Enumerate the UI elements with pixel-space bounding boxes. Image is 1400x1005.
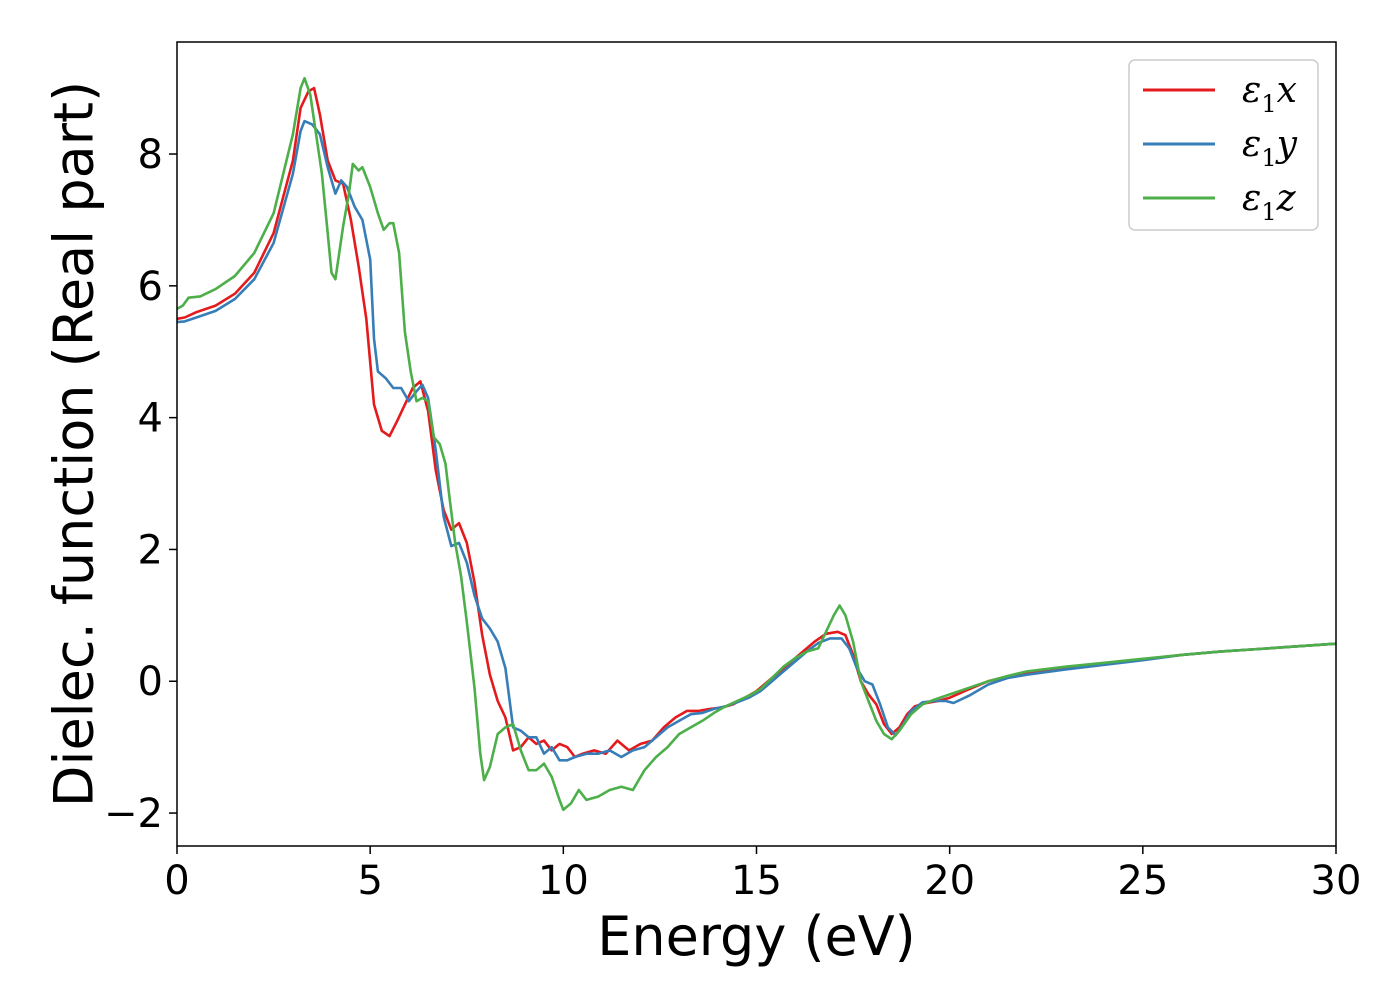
legend-items: ε1x ε1y ε1z: [1143, 70, 1298, 226]
x-tick-label: 30: [1311, 858, 1362, 904]
y-tick-label: 8: [138, 132, 163, 178]
x-tick-label: 20: [924, 858, 975, 904]
legend-label: ε1x: [1242, 70, 1297, 118]
y-tick-label: 6: [138, 264, 163, 310]
y-tick-label: −2: [104, 791, 163, 837]
y-tick-label: 4: [138, 396, 163, 442]
legend-label: ε1y: [1242, 124, 1298, 172]
x-tick-label: 15: [731, 858, 782, 904]
y-axis-label: Dielec. function (Real part): [43, 81, 106, 807]
x-tick-label: 25: [1117, 858, 1168, 904]
legend-box: [1128, 59, 1319, 231]
x-tick-label: 0: [164, 858, 189, 904]
y-tick-label: 0: [138, 659, 163, 705]
series-layer: [177, 76, 1336, 812]
series-line-3: [177, 76, 1336, 812]
series-line-2: [177, 119, 1336, 762]
legend-label: ε1z: [1242, 178, 1297, 226]
x-axis-label: Energy (eV): [597, 905, 916, 968]
y-tick-label: 2: [138, 527, 163, 573]
x-tick-label: 5: [357, 858, 382, 904]
x-tick-label: 10: [538, 858, 589, 904]
legend: ε1x ε1y ε1z: [1128, 59, 1319, 231]
